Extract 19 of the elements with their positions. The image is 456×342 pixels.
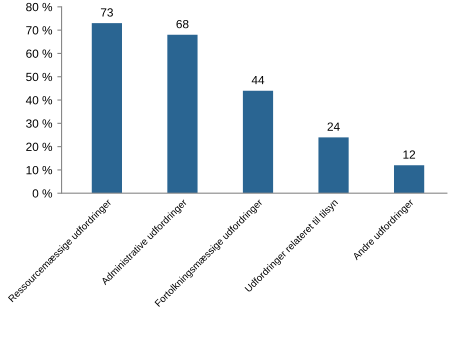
data-label: 68 bbox=[176, 20, 188, 28]
bar bbox=[167, 34, 198, 194]
y-tick-label: 40 % bbox=[26, 96, 52, 104]
y-tick-label: 30 % bbox=[26, 119, 52, 128]
data-label: 12 bbox=[403, 150, 416, 159]
data-label: 44 bbox=[252, 76, 264, 84]
y-tick-label: 60 % bbox=[26, 49, 52, 58]
bar bbox=[92, 23, 122, 194]
y-tick-label: 0 % bbox=[32, 189, 52, 198]
y-tick-label: 20 % bbox=[26, 142, 52, 152]
y-tick-label: 50 % bbox=[26, 72, 52, 82]
data-label: 24 bbox=[328, 122, 340, 131]
bar bbox=[394, 165, 424, 194]
bar bbox=[242, 90, 274, 194]
bar bbox=[318, 137, 349, 194]
y-tick-label: 70 % bbox=[26, 26, 52, 35]
data-label: 73 bbox=[100, 8, 113, 17]
y-tick-label: 10 % bbox=[26, 166, 52, 174]
y-tick-label: 80 % bbox=[26, 2, 52, 12]
